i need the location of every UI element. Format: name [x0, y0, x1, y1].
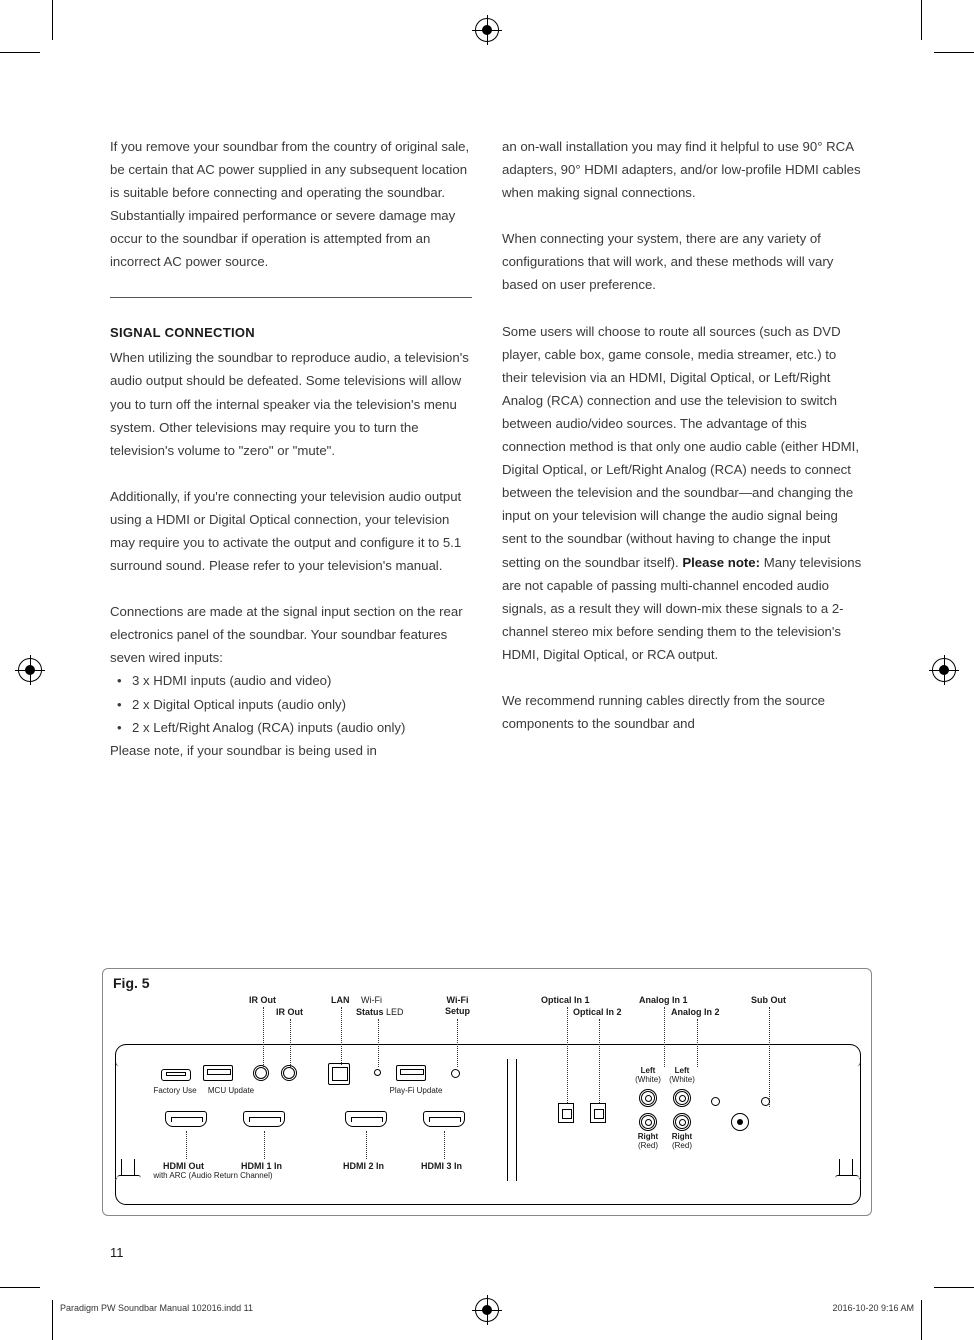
paragraph: Please note, if your soundbar is being u… — [110, 739, 472, 762]
left-column: If you remove your soundbar from the cou… — [110, 135, 472, 762]
label-optical-2: Optical In 2 — [573, 1007, 622, 1018]
label-optical-1: Optical In 1 — [541, 995, 590, 1006]
hdmi-3-port — [423, 1111, 465, 1127]
leader-line — [263, 1007, 264, 1067]
crop-mark — [934, 1287, 974, 1288]
divider — [110, 297, 472, 298]
registration-mark — [932, 658, 956, 682]
list-item: 2 x Digital Optical inputs (audio only) — [110, 693, 472, 716]
leader-line — [341, 1007, 342, 1065]
lan-port — [328, 1063, 350, 1085]
paragraph: an on-wall installation you may find it … — [502, 135, 864, 204]
panel-outline — [115, 1177, 861, 1205]
status-led — [374, 1069, 381, 1076]
factory-use-port — [161, 1069, 191, 1081]
list-item: 2 x Left/Right Analog (RCA) inputs (audi… — [110, 716, 472, 739]
crop-mark — [921, 1300, 922, 1340]
analog-left-1 — [639, 1089, 657, 1107]
playfi-update-port — [396, 1065, 426, 1081]
hdmi-1-port — [243, 1111, 285, 1127]
screw-icon — [711, 1097, 720, 1106]
label-hdmi-3: HDMI 3 In — [421, 1161, 462, 1172]
crop-mark — [52, 1300, 53, 1340]
label-ir-out: IR Out — [249, 995, 276, 1006]
paragraph: Connections are made at the signal input… — [110, 600, 472, 669]
leader-line — [290, 1019, 291, 1067]
analog-right-1 — [639, 1113, 657, 1131]
crop-mark — [921, 0, 922, 40]
wifi-setup-button — [451, 1069, 460, 1078]
page-number: 11 — [110, 1245, 124, 1260]
leader-line — [567, 1007, 568, 1103]
leader-line — [378, 1019, 379, 1067]
footer-left: Paradigm PW Soundbar Manual 102016.indd … — [60, 1303, 253, 1313]
crop-mark — [934, 52, 974, 53]
paragraph: Some users will choose to route all sour… — [502, 320, 864, 666]
crop-mark — [52, 0, 53, 40]
list-item: 3 x HDMI inputs (audio and video) — [110, 669, 472, 692]
leader-line — [366, 1131, 367, 1159]
hdmi-out-port — [165, 1111, 207, 1127]
panel-foot — [839, 1159, 853, 1181]
ir-out-jack — [281, 1065, 297, 1081]
footer-right: 2016-10-20 9:16 AM — [832, 1303, 914, 1313]
leader-line — [264, 1131, 265, 1159]
mcu-update-port — [203, 1065, 233, 1081]
port-label: Right(Red) — [633, 1133, 663, 1151]
right-column: an on-wall installation you may find it … — [502, 135, 864, 762]
bold-text: Please note: — [682, 555, 760, 570]
figure-5: Fig. 5 IR Out IR Out LAN Wi-Fi Status LE… — [102, 968, 872, 1216]
leader-line — [664, 1007, 665, 1067]
crop-mark — [0, 52, 40, 53]
port-label: MCU Update — [203, 1087, 259, 1096]
leader-line — [186, 1131, 187, 1159]
label-analog-2: Analog In 2 — [671, 1007, 720, 1018]
registration-mark — [475, 18, 499, 42]
label-hdmi-out-sub: with ARC (Audio Return Channel) — [133, 1172, 293, 1181]
paragraph: If you remove your soundbar from the cou… — [110, 135, 472, 274]
optical-in-2 — [590, 1103, 606, 1123]
port-label: Factory Use — [147, 1087, 203, 1096]
crop-mark — [0, 1287, 40, 1288]
section-heading: SIGNAL CONNECTION — [110, 322, 472, 345]
label-wifi-setup: Wi-FiSetup — [445, 995, 470, 1017]
port-label: Left(White) — [667, 1067, 697, 1085]
text: Many televisions are not capable of pass… — [502, 555, 861, 662]
label-status-led: Status LED — [356, 1007, 404, 1018]
optical-in-1 — [558, 1103, 574, 1123]
label-ir-out: IR Out — [276, 1007, 303, 1018]
label-wifi: Wi-Fi — [361, 995, 382, 1006]
label-lan: LAN — [331, 995, 350, 1006]
port-label: Right(Red) — [667, 1133, 697, 1151]
paragraph: Additionally, if you're connecting your … — [110, 485, 472, 577]
analog-right-2 — [673, 1113, 691, 1131]
leader-line — [457, 1019, 458, 1067]
registration-mark — [475, 1298, 499, 1322]
paragraph: When utilizing the soundbar to reproduce… — [110, 346, 472, 461]
port-label: Play-Fi Update — [383, 1087, 449, 1096]
ir-out-jack — [253, 1065, 269, 1081]
panel-divider — [507, 1059, 517, 1181]
sub-out-jack — [731, 1113, 749, 1131]
bullet-list: 3 x HDMI inputs (audio and video) 2 x Di… — [110, 669, 472, 738]
paragraph: We recommend running cables directly fro… — [502, 689, 864, 735]
registration-mark — [18, 658, 42, 682]
paragraph: When connecting your system, there are a… — [502, 227, 864, 296]
page-content: If you remove your soundbar from the cou… — [110, 135, 865, 762]
hdmi-2-port — [345, 1111, 387, 1127]
label-analog-1: Analog In 1 — [639, 995, 688, 1006]
label-hdmi-2: HDMI 2 In — [343, 1161, 384, 1172]
leader-line — [444, 1131, 445, 1159]
analog-left-2 — [673, 1089, 691, 1107]
label-sub-out: Sub Out — [751, 995, 786, 1006]
label-hdmi-1: HDMI 1 In — [241, 1161, 282, 1172]
leader-line — [769, 1007, 770, 1107]
figure-label: Fig. 5 — [113, 975, 150, 991]
leader-line — [697, 1019, 698, 1067]
port-label: Left(White) — [633, 1067, 663, 1085]
leader-line — [599, 1019, 600, 1103]
text: Some users will choose to route all sour… — [502, 324, 859, 570]
screw-icon — [761, 1097, 770, 1106]
